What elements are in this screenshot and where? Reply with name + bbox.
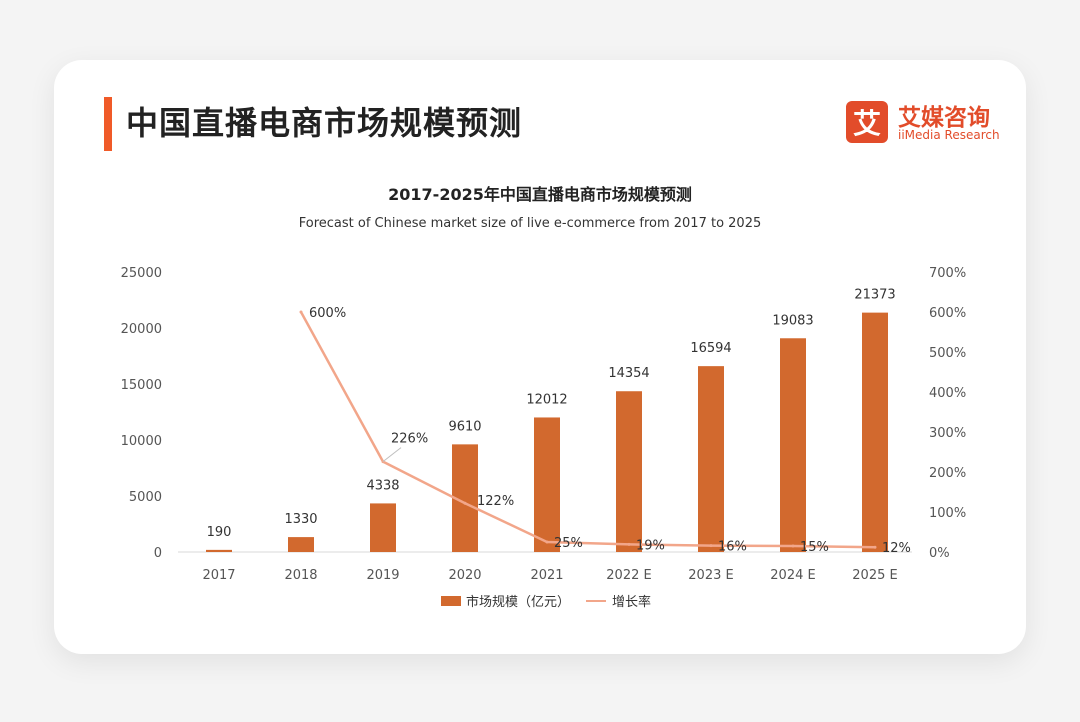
bar xyxy=(534,417,560,552)
growth-value-label: 16% xyxy=(718,540,747,555)
y-left-tick-label: 15000 xyxy=(121,378,162,393)
chart-subtitle: Forecast of Chinese market size of live … xyxy=(299,216,762,231)
x-tick-label: 2020 xyxy=(448,568,481,583)
growth-value-label: 25% xyxy=(554,536,583,551)
title-accent-bar xyxy=(104,97,112,151)
x-tick-label: 2019 xyxy=(366,568,399,583)
brand-name-cn: 艾媒咨询 xyxy=(898,105,990,131)
x-tick-label: 2023 E xyxy=(688,568,733,583)
brand-name-en: iiMedia Research xyxy=(898,128,1000,142)
y-right-tick-label: 700% xyxy=(929,266,966,281)
bar-value-label: 4338 xyxy=(366,478,399,493)
bar xyxy=(616,391,642,552)
page-title: 中国直播电商市场规模预测 xyxy=(126,104,523,142)
bar-value-label: 1330 xyxy=(284,512,317,527)
x-tick-label: 2021 xyxy=(530,568,563,583)
y-axis-right: 0% 100% 200% 300% 400% 500% 600% 700% xyxy=(929,266,966,561)
growth-point xyxy=(463,501,467,505)
y-right-tick-label: 0% xyxy=(929,546,950,561)
bar xyxy=(862,312,888,552)
bar-value-label: 12012 xyxy=(526,392,567,407)
bar-value-label: 190 xyxy=(207,525,232,540)
y-right-tick-label: 200% xyxy=(929,466,966,481)
growth-value-label: 15% xyxy=(800,540,829,555)
y-left-tick-label: 10000 xyxy=(121,434,162,449)
y-axis-left: 0 5000 10000 15000 20000 25000 xyxy=(121,266,162,561)
bar xyxy=(698,366,724,552)
growth-value-label: 122% xyxy=(477,494,514,509)
growth-point xyxy=(299,310,303,314)
growth-point xyxy=(709,544,713,548)
y-right-tick-label: 600% xyxy=(929,306,966,321)
x-tick-label: 2025 E xyxy=(852,568,897,583)
growth-point xyxy=(873,545,877,549)
label-leader-line xyxy=(382,447,402,462)
legend-label-line: 增长率 xyxy=(612,594,651,610)
y-left-tick-label: 20000 xyxy=(121,322,162,337)
growth-value-label: 226% xyxy=(391,432,428,447)
bar-value-label: 19083 xyxy=(772,313,813,328)
legend-label-bar: 市场规模（亿元） xyxy=(466,594,570,610)
growth-value-label: 12% xyxy=(882,541,911,556)
y-left-tick-label: 25000 xyxy=(121,266,162,281)
brand-logo: 艾 艾媒咨询 iiMedia Research xyxy=(846,100,1006,146)
growth-line xyxy=(299,311,876,549)
x-tick-label: 2022 E xyxy=(606,568,651,583)
y-left-tick-label: 0 xyxy=(154,546,162,561)
legend: 市场规模（亿元） 增长率 xyxy=(441,594,651,610)
bar-value-label: 21373 xyxy=(854,288,895,303)
x-tick-label: 2018 xyxy=(284,568,317,583)
bar-value-label: 14354 xyxy=(608,366,649,381)
y-right-tick-label: 100% xyxy=(929,506,966,521)
growth-point xyxy=(545,540,549,544)
bar-value-label: 16594 xyxy=(690,341,731,356)
growth-point xyxy=(627,542,631,546)
bar xyxy=(780,338,806,552)
y-right-tick-label: 500% xyxy=(929,346,966,361)
growth-value-label: 600% xyxy=(309,306,346,321)
growth-point xyxy=(791,544,795,548)
bar xyxy=(370,503,396,552)
y-right-tick-label: 300% xyxy=(929,426,966,441)
bar xyxy=(288,537,314,552)
x-axis-labels: 2017 2018 2019 2020 2021 2022 E 2023 E 2024 E 20… xyxy=(202,568,897,583)
bar-series: 190 1330 4338 9610 12012 14354 16594 19083 21373 xyxy=(206,288,896,552)
legend-swatch-bar xyxy=(441,596,461,606)
chart-title: 2017-2025年中国直播电商市场规模预测 xyxy=(388,185,692,204)
y-right-tick-label: 400% xyxy=(929,386,966,401)
x-tick-label: 2024 E xyxy=(770,568,815,583)
x-tick-label: 2017 xyxy=(202,568,235,583)
y-left-tick-label: 5000 xyxy=(129,490,162,505)
bar xyxy=(206,549,232,552)
bar-value-label: 9610 xyxy=(448,419,481,434)
growth-line-series: 600% 226% 122% 25% 19% 16% 15% 12% xyxy=(299,306,911,556)
brand-logo-mark: 艾 xyxy=(846,101,888,143)
growth-value-label: 19% xyxy=(636,538,665,553)
